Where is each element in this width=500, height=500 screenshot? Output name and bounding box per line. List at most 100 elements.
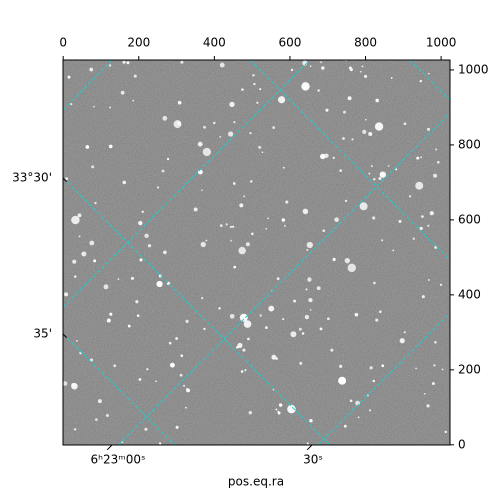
x-tick-label: 400 bbox=[203, 36, 226, 50]
star bbox=[317, 89, 320, 92]
wcs-grid-line bbox=[63, 177, 331, 445]
star bbox=[435, 148, 438, 151]
star bbox=[71, 215, 80, 225]
star bbox=[412, 237, 415, 240]
star bbox=[109, 106, 112, 109]
star bbox=[426, 404, 430, 408]
star bbox=[343, 424, 347, 428]
y-tick-label: 600 bbox=[458, 212, 481, 226]
star bbox=[378, 310, 382, 314]
star bbox=[141, 210, 144, 213]
star bbox=[282, 318, 285, 321]
star bbox=[399, 338, 405, 344]
star bbox=[219, 224, 223, 228]
star bbox=[309, 65, 312, 68]
star bbox=[419, 226, 423, 231]
star bbox=[117, 278, 120, 281]
star bbox=[441, 368, 444, 371]
star bbox=[373, 178, 376, 181]
star bbox=[298, 327, 302, 331]
star bbox=[229, 313, 235, 319]
star bbox=[434, 245, 438, 249]
star bbox=[63, 381, 68, 386]
star bbox=[444, 430, 447, 434]
star bbox=[372, 216, 376, 220]
star bbox=[320, 153, 326, 160]
star bbox=[424, 392, 426, 395]
star bbox=[349, 399, 353, 403]
star bbox=[327, 317, 330, 321]
star bbox=[249, 132, 252, 135]
star bbox=[168, 341, 172, 345]
star bbox=[306, 248, 309, 251]
star bbox=[252, 74, 255, 77]
star bbox=[429, 211, 434, 216]
star bbox=[121, 441, 124, 444]
star bbox=[308, 297, 313, 303]
star bbox=[319, 327, 323, 331]
star bbox=[433, 173, 438, 178]
star bbox=[259, 314, 262, 317]
ra-tick-label: 30ˢ bbox=[303, 453, 323, 467]
star bbox=[409, 195, 412, 198]
star bbox=[94, 201, 97, 205]
star bbox=[421, 295, 425, 299]
star bbox=[90, 358, 94, 362]
wcs-grid-line bbox=[317, 312, 450, 445]
wcs-tick bbox=[62, 177, 67, 182]
star bbox=[301, 82, 310, 91]
star bbox=[179, 373, 183, 377]
star bbox=[180, 60, 184, 64]
star bbox=[427, 72, 430, 75]
star bbox=[225, 223, 228, 226]
star bbox=[135, 300, 139, 304]
star bbox=[138, 220, 143, 226]
star bbox=[370, 165, 373, 168]
star bbox=[147, 244, 152, 248]
star bbox=[307, 277, 312, 282]
star bbox=[267, 217, 270, 220]
stars bbox=[63, 60, 447, 445]
star bbox=[77, 213, 82, 218]
star bbox=[203, 125, 206, 129]
star bbox=[89, 240, 95, 246]
star bbox=[304, 314, 310, 320]
star bbox=[379, 171, 386, 178]
star bbox=[158, 274, 162, 278]
wcs-grid-line bbox=[409, 60, 450, 101]
star bbox=[133, 74, 137, 78]
star bbox=[213, 121, 216, 125]
star bbox=[332, 257, 336, 262]
star bbox=[368, 131, 373, 137]
star bbox=[339, 169, 343, 173]
star bbox=[89, 67, 94, 72]
star bbox=[325, 108, 329, 112]
star bbox=[108, 64, 112, 67]
star bbox=[301, 332, 305, 335]
y-tick-label: 800 bbox=[458, 137, 481, 151]
star bbox=[239, 313, 248, 322]
star bbox=[229, 101, 235, 108]
star bbox=[175, 337, 179, 340]
star bbox=[130, 276, 134, 280]
star bbox=[258, 145, 262, 149]
star bbox=[219, 136, 222, 138]
star bbox=[427, 127, 430, 131]
wcs-grid-line bbox=[63, 333, 176, 445]
star bbox=[398, 219, 402, 223]
star bbox=[161, 169, 165, 173]
star bbox=[136, 314, 140, 317]
star bbox=[378, 177, 382, 181]
star bbox=[359, 70, 362, 73]
star bbox=[276, 277, 280, 281]
star bbox=[434, 341, 437, 344]
star bbox=[232, 225, 235, 228]
star bbox=[364, 118, 367, 121]
star bbox=[139, 258, 143, 262]
star bbox=[245, 242, 250, 247]
star bbox=[93, 259, 97, 263]
star bbox=[342, 110, 346, 114]
star bbox=[362, 129, 367, 134]
star bbox=[285, 200, 289, 204]
